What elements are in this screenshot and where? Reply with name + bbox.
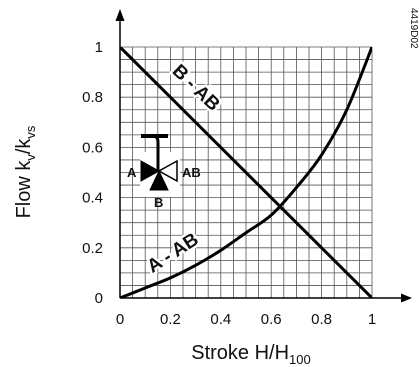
x-tick-label: 0.4 <box>210 311 231 328</box>
data-series <box>120 47 372 298</box>
x-axis-arrow <box>401 293 412 303</box>
x-tick-label: 0.6 <box>261 311 282 328</box>
series-line-b-ab <box>120 47 372 298</box>
y-tick-label: 0.4 <box>82 190 103 207</box>
valve-port-ab: AB <box>182 165 201 180</box>
y-tick-label: 1 <box>95 39 103 56</box>
x-tick-label: 1 <box>368 311 376 328</box>
x-axis-title: Stroke H/H100 <box>191 342 311 367</box>
y-axis-title: Flow kv/kvs <box>13 125 38 218</box>
y-tick-label: 0.2 <box>82 240 103 257</box>
series-label-a-ab: A - AB <box>144 229 203 277</box>
plot-grid <box>120 46 373 298</box>
x-tick-label: 0.8 <box>311 311 332 328</box>
x-tick-label: 0.2 <box>160 311 181 328</box>
valve-port-b: B <box>154 195 163 210</box>
y-tick-label: 0.8 <box>82 89 103 106</box>
series-line-a-ab <box>120 47 372 298</box>
valve-port-a: A <box>127 165 137 180</box>
y-tick-label: 0.6 <box>82 139 103 156</box>
figure-code: 4419D02 <box>408 8 419 49</box>
y-tick-label: 0 <box>95 290 103 307</box>
tick-labels: 0 0.2 0.4 0.6 0.8 1 0 0.2 0.4 0.6 0.8 1 <box>82 39 376 328</box>
y-axis-arrow <box>115 9 125 21</box>
axes <box>115 9 412 303</box>
three-way-valve-icon <box>140 134 180 197</box>
x-tick-label: 0 <box>116 311 124 328</box>
